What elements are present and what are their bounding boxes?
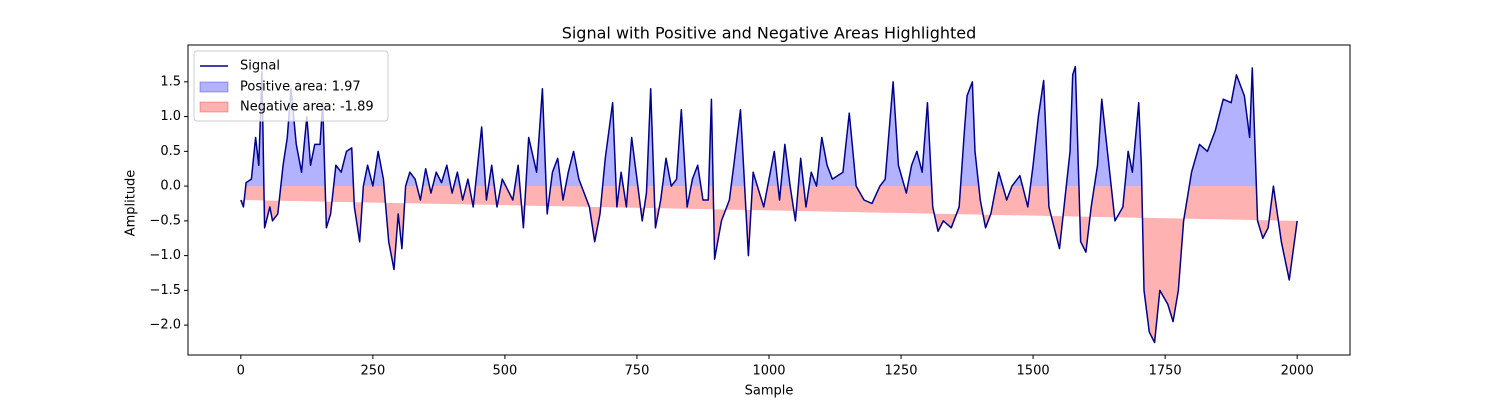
x-tick-label: 0 [237,364,245,379]
legend-swatch [199,101,229,113]
y-tick-label: −1.0 [149,248,181,263]
x-tick-label: 750 [625,364,650,379]
x-tick-label: 2000 [1281,364,1314,379]
chart-title: Signal with Positive and Negative Areas … [562,24,977,43]
x-tick-label: 1000 [752,364,785,379]
y-tick-label: −2.0 [149,318,181,333]
area-fill [245,66,1257,187]
axes-frame [187,44,1351,356]
legend-box [193,50,389,122]
y-tick-label: −0.5 [149,213,181,228]
area-fill [240,186,1298,343]
legend-label: Negative area: -1.89 [240,100,374,115]
legend-label: Positive area: 1.97 [240,80,361,95]
y-tick-label: 1.0 [160,109,181,124]
legend-swatch [199,81,229,93]
y-tick-label: 1.5 [160,74,181,89]
x-axis-label: Sample [745,384,794,399]
x-tick-label: 500 [492,364,517,379]
x-tick-label: 250 [360,364,385,379]
y-axis-label: Amplitude [124,170,139,237]
x-tick-label: 1750 [1149,364,1182,379]
x-tick-label: 1250 [884,364,917,379]
y-tick-label: 0.0 [160,179,181,194]
y-tick-label: −1.5 [149,283,181,298]
x-tick-label: 1500 [1017,364,1050,379]
y-tick-label: 0.5 [160,144,181,159]
legend-label: Signal [240,59,280,74]
signal-line [240,65,1298,344]
